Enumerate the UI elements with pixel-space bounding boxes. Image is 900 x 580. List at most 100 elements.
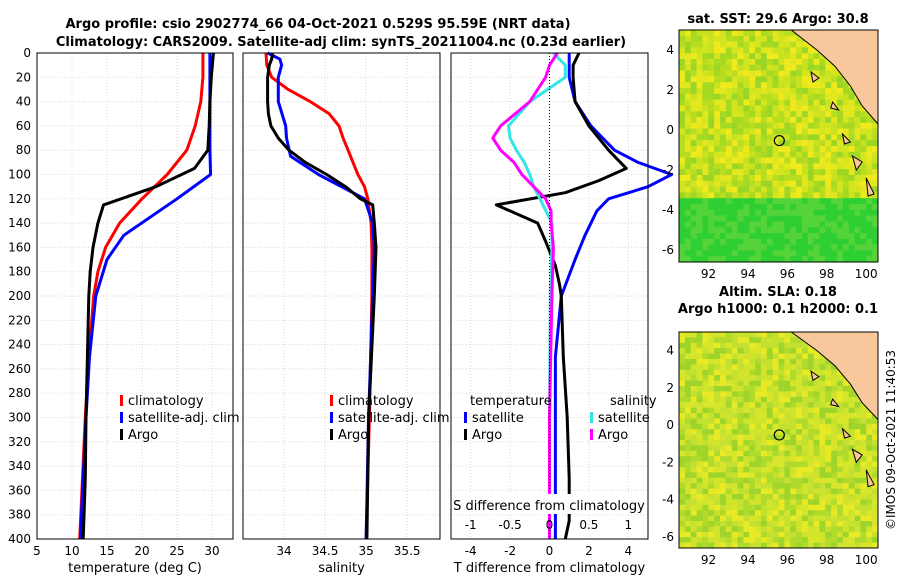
map-cell	[842, 494, 850, 500]
map-cell	[684, 515, 692, 522]
map-cell	[807, 504, 814, 511]
map-cell	[790, 192, 797, 199]
map-cell	[807, 227, 814, 234]
map-cell	[743, 456, 750, 462]
map-cell	[837, 472, 844, 479]
map-cell	[679, 117, 686, 124]
map-cell	[708, 542, 715, 549]
map-cell	[696, 244, 703, 251]
map-cell	[825, 215, 832, 222]
map-cell	[813, 163, 820, 170]
map-cell	[696, 180, 703, 187]
legend-label: satellite-adj. clim	[128, 411, 240, 426]
map-cell	[696, 418, 703, 425]
map-cell	[702, 59, 709, 66]
map-cell	[772, 82, 779, 89]
map-cell	[772, 35, 779, 42]
map-cell	[755, 204, 762, 211]
map-cell	[679, 82, 686, 89]
map-cell	[696, 221, 703, 228]
map-cell	[708, 423, 715, 430]
map-cell	[684, 198, 692, 205]
map-cell	[720, 423, 727, 430]
map-cell	[731, 70, 738, 77]
map-cell	[720, 467, 727, 473]
map-cell	[708, 348, 715, 354]
map-cell	[690, 93, 697, 100]
map-cell	[702, 499, 709, 506]
map-cell	[743, 467, 750, 473]
map-cell	[807, 180, 814, 187]
map-cell	[743, 445, 750, 452]
map-cell	[690, 510, 697, 516]
map-cell	[743, 450, 750, 457]
map-cell	[819, 375, 826, 381]
map-cell	[702, 209, 709, 216]
map-cell	[772, 445, 779, 452]
map-cell	[784, 369, 791, 376]
map-cell	[784, 332, 791, 338]
map-cell	[702, 504, 709, 511]
map-cell	[737, 146, 744, 153]
map-cell	[696, 386, 703, 392]
map-cell	[749, 221, 756, 228]
map-cell	[737, 353, 744, 360]
map-cell	[725, 209, 732, 216]
map-cell	[842, 105, 850, 112]
map-cell	[772, 494, 779, 500]
map-cell	[696, 375, 703, 381]
map-cell	[690, 180, 697, 187]
map-cell	[760, 472, 768, 479]
map-cell	[784, 157, 791, 164]
map-cell	[831, 467, 838, 473]
map-cell	[772, 440, 779, 446]
map-cell	[778, 359, 785, 365]
map-cell	[831, 64, 838, 71]
map-cell	[696, 59, 703, 66]
map-cell	[790, 477, 797, 484]
map-cell	[790, 445, 797, 452]
map-cell	[690, 375, 697, 381]
map-cell	[778, 413, 785, 419]
map-cell	[837, 146, 844, 153]
map-cell	[720, 364, 727, 371]
map-cell	[755, 180, 762, 187]
map-cell	[819, 402, 826, 408]
map-cell	[766, 402, 773, 408]
map-cell	[755, 488, 762, 495]
map-cell	[760, 364, 768, 371]
map-cell	[737, 233, 744, 240]
map-cell	[702, 198, 709, 205]
map-cell	[714, 192, 721, 199]
map-cell	[760, 542, 768, 549]
map-cell	[860, 456, 867, 462]
map-cell	[760, 353, 768, 360]
map-cell	[796, 238, 803, 245]
map-cell	[725, 342, 732, 349]
map-cell	[731, 391, 738, 398]
map-cell	[679, 332, 686, 338]
map-cell	[708, 407, 715, 414]
map-cell	[696, 30, 703, 37]
map-cell	[684, 407, 692, 414]
map-cell	[819, 180, 826, 187]
map-cell	[725, 429, 732, 435]
y-tick-label: 320	[8, 435, 31, 449]
map-cell	[749, 380, 756, 387]
map-cell	[714, 348, 721, 354]
map-cell	[696, 440, 703, 446]
map-cell	[684, 380, 692, 387]
map-cell	[837, 244, 844, 251]
map-cell	[714, 396, 721, 403]
map-cell	[854, 537, 861, 543]
map-cell	[831, 70, 838, 77]
map-cell	[778, 53, 785, 60]
map-cell	[743, 375, 750, 381]
map-cell	[837, 515, 844, 522]
map-cell	[837, 445, 844, 452]
map-cell	[854, 407, 861, 414]
map-cell	[720, 192, 727, 199]
map-cell	[702, 456, 709, 462]
map-cell	[784, 221, 791, 228]
map-cell	[737, 531, 744, 538]
